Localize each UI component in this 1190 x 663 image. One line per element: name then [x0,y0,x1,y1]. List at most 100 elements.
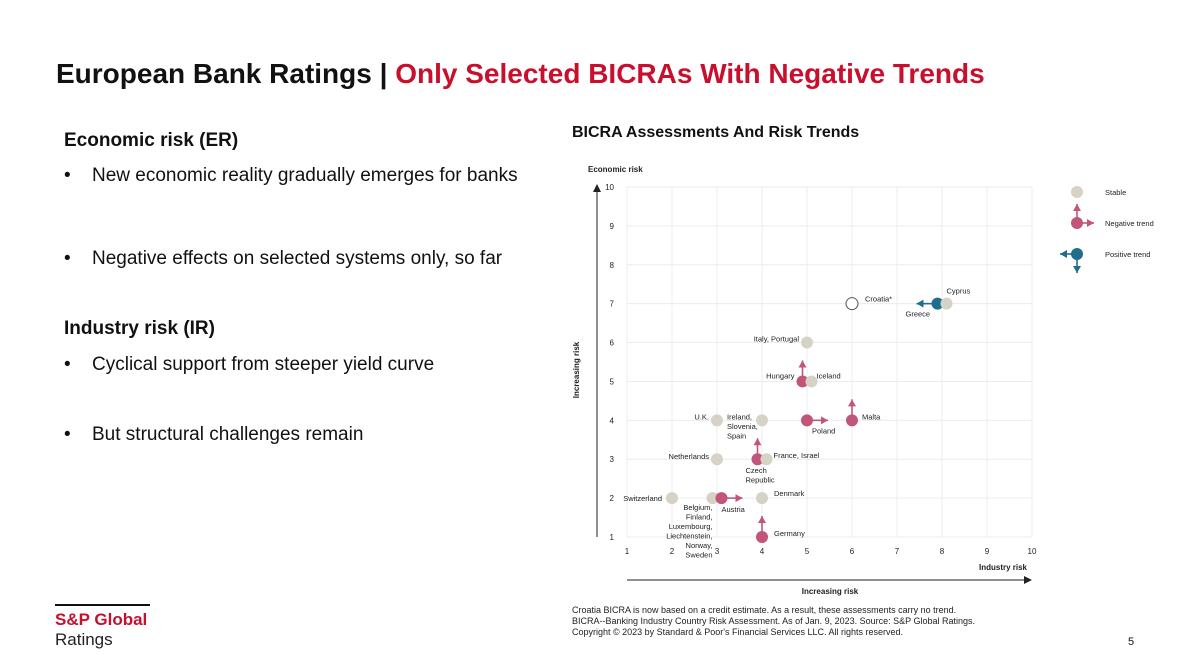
y-tick-label: 10 [605,183,614,192]
point-cyprus-label: Cyprus [947,287,971,296]
bullet-item: • But structural challenges remain [64,423,534,447]
point-switzerland-marker [666,492,678,505]
y-tick-label: 7 [610,300,615,309]
x-tick-label: 6 [850,547,855,556]
point-malta-marker [846,414,858,427]
x-tick-label: 8 [940,547,945,556]
bullet-text: Cyclical support from steeper yield curv… [92,354,435,375]
title-highlight: Only Selected BICRAs With Negative Trend… [395,58,985,89]
point-italy-marker [801,336,813,349]
x-tick-label: 5 [805,547,810,556]
point-u-k--label: U.K. [694,412,709,421]
legend-stable-marker [1071,186,1083,198]
point-iceland-label: Iceland [817,371,841,380]
point-czech-marker [751,453,764,466]
point-italy-label: Italy, Portugal [754,335,800,344]
y-axis-title: Economic risk [588,165,643,174]
legend-negative-right-arrow-head [1087,219,1094,227]
legend-positive-label: Positive trend [1105,250,1150,259]
legend-negative-marker [1071,217,1083,229]
bullet-dot: • [64,165,71,186]
bullet-text: Negative effects on selected systems onl… [92,248,503,269]
y-tick-label: 1 [610,533,615,542]
point-belgium-marker [706,492,719,505]
point-cyprus-marker [940,297,953,310]
point-france-marker [760,453,773,466]
point-croatia-marker [845,297,859,311]
y-tick-label: 3 [610,455,615,464]
point-greece-label: Greece [906,310,931,319]
bullet-item: • Negative effects on selected systems on… [64,247,534,271]
bullet-item: • Cyclical support from steeper yield cur… [64,353,534,377]
point-malta-up-arrow-head [848,399,856,407]
point-austria-right-arrow-head [735,494,743,503]
point-malta-label: Malta [862,412,881,421]
point-netherlands-label: Netherlands [669,452,710,461]
title-main: European Bank Ratings | [56,58,396,89]
point-switzerland-label: Switzerland [623,494,662,503]
page-number: 5 [1128,636,1135,648]
legend-stable-label: Stable [1105,188,1126,197]
bullet-text: But structural challenges remain [92,424,364,445]
logo-sp-global: S&P Global [55,610,148,629]
point-greece-left-arrow-head [916,299,924,308]
x-tick-label: 10 [1028,547,1037,556]
point-croatia-label: Croatia* [865,295,892,304]
y-tick-label: 5 [610,377,615,386]
point-netherlands-marker [711,453,723,466]
point-germany-marker [756,531,768,543]
x-tick-label: 3 [715,547,720,556]
x-tick-label: 1 [625,547,630,556]
footnote: Copyright © 2023 by Standard & Poor's Fi… [572,627,904,637]
legend-positive-marker [1071,248,1083,260]
footnote: BICRA--Banking Industry Country Risk Ass… [572,616,976,626]
point-germany-label: Germany [774,529,805,538]
point-denmark-label: Denmark [774,489,805,498]
section-heading-economic: Economic risk (ER) [64,130,239,151]
bullet-dot: • [64,354,71,375]
point-czech-label: Czech Republic [746,466,775,485]
bullet-text: New economic reality gradually emerges f… [92,165,518,186]
point-czech-up-arrow-head [753,438,762,446]
bullet-item: • New economic reality gradually emerges … [64,164,534,188]
footnote: Croatia BICRA is now based on a credit e… [572,605,957,615]
point-ireland-label: Ireland, Slovenia, Spain [727,412,758,440]
y-tick-label: 4 [610,416,615,425]
point-france-label: France, Israel [774,451,820,460]
y-tick-label: 2 [610,494,615,503]
logo-rule [55,604,150,606]
bullet-dot: • [64,424,71,445]
x-axis-arrowhead [1024,576,1032,584]
x-tick-label: 2 [670,547,675,556]
point-greece-marker [931,297,944,310]
point-ireland-marker [756,414,768,427]
point-poland-marker [801,414,813,427]
section-heading-industry: Industry risk (IR) [64,318,215,339]
y-tick-label: 6 [610,339,615,348]
x-axis-title: Industry risk [979,563,1028,572]
point-poland-label: Poland [812,426,835,435]
point-belgium-label: Belgium, Finland, Luxembourg, Liechtenstein… [666,503,712,559]
point-hungary-label: Hungary [766,371,795,380]
y-tick-label: 9 [610,222,615,231]
logo-ratings: Ratings [55,630,113,649]
point-austria-marker [715,492,728,505]
point-germany-up-arrow-head [758,516,766,523]
legend-negative-up-arrow-head [1073,204,1081,211]
point-hungary-up-arrow-head [798,360,807,368]
legend-positive-down-arrow-head [1073,266,1081,273]
legend-positive-left-arrow-head [1060,250,1067,258]
y-tick-label: 8 [610,261,615,270]
y-axis-note: Increasing risk [572,341,581,398]
legend-negative-label: Negative trend [1105,219,1154,228]
chart-title: BICRA Assessments And Risk Trends [572,124,860,141]
bicra-scatter-chart: Economic risk Increasing risk Increasing r… [572,165,1154,596]
y-axis-arrowhead [593,184,601,192]
bullet-dot: • [64,248,71,269]
point-hungary-marker [796,375,809,388]
point-u-k--marker [711,414,723,427]
point-iceland-marker [805,375,818,388]
x-tick-label: 4 [760,547,765,556]
x-tick-label: 7 [895,547,900,556]
x-tick-label: 9 [985,547,990,556]
